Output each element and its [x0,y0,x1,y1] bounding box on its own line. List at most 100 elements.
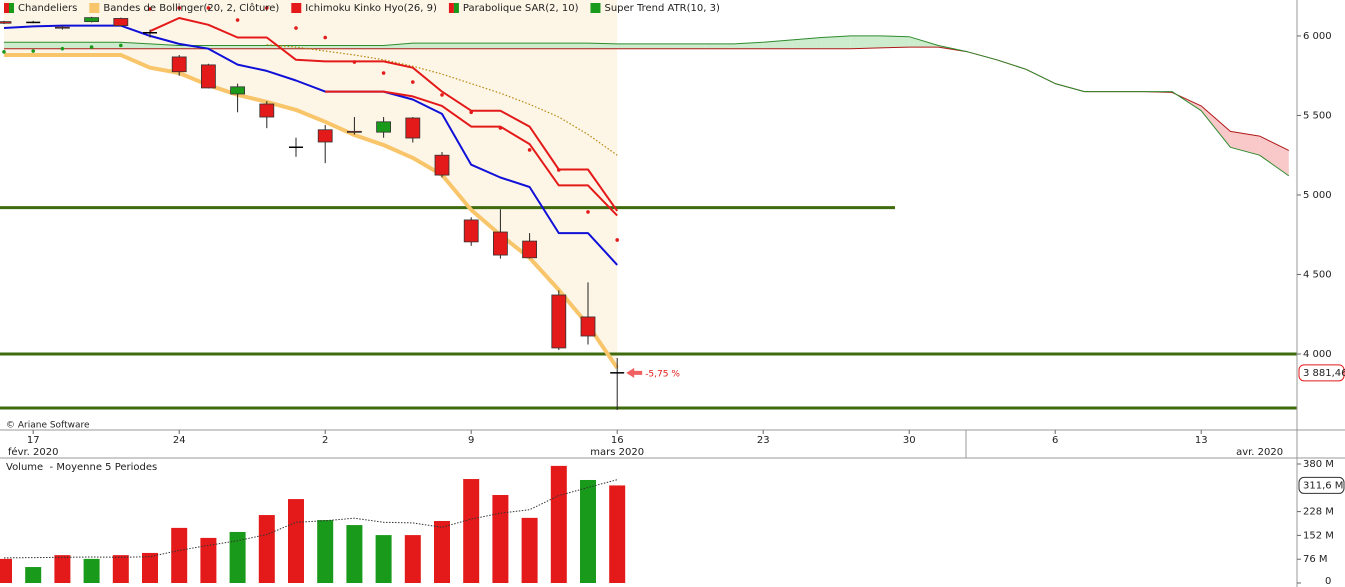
cloud-fill [442,43,472,49]
month-label: mars 2020 [590,447,644,458]
legend-label: Ichimoku Kinko Hyo(26, 9) [305,3,437,14]
indicator-line [149,17,619,212]
indicator-line [3,24,618,266]
volume-bar [492,495,509,583]
cloud-fill [558,43,588,49]
cloud-fill [646,43,676,49]
cloud-fill [821,35,851,49]
annotation-arrow [626,367,643,378]
y-tick-label: 4 000 [1303,349,1332,360]
sar-dot [381,71,386,75]
y-tick-label: 152 M [1303,530,1334,541]
y-tick-label: 6 000 [1303,31,1332,42]
legend-icon [590,3,601,13]
volume-bar [54,555,71,583]
candle-body [376,121,392,133]
candle-body [230,86,246,95]
legend-icon [89,3,100,13]
candle-body [434,154,450,176]
sar-dot [323,35,328,40]
candle-body [463,219,479,243]
sar-dot [411,80,415,84]
cloud-fill [412,43,442,49]
cloud-fill [4,42,34,49]
cloud-fill [792,37,822,49]
cloud-fill [91,42,121,49]
sar-dot [235,18,240,22]
volume-bar [609,485,626,583]
legend-icon [9,3,14,13]
legend-icon [291,3,302,13]
cloud-fill [150,43,180,49]
indicator-line [3,479,618,559]
y-tick-label: 380 M [1303,459,1334,470]
sar-dot [615,238,619,242]
month-label: avr. 2020 [1236,447,1283,458]
cloud-fill [33,42,63,49]
volume-bar [25,567,42,583]
cloud-fill [354,45,384,49]
x-tick-label: 23 [757,435,770,446]
candle-body [317,129,333,143]
volume-panel [0,465,626,583]
volume-bar [434,521,450,583]
volume-bar [83,558,100,583]
legend-label: Bandes de Bollinger(20, 2, Clôture) [103,2,279,14]
y-tick-label: 4 500 [1303,269,1332,280]
indicator-line [4,35,1290,177]
cloud-fill [471,43,501,49]
volume-bar [550,465,567,583]
sar-dot [89,45,94,49]
sar-dot [148,7,152,11]
y-tick-label: 0 [1325,576,1331,587]
cloud-fill [237,45,267,49]
cloud-fill [529,43,559,49]
candle-body [522,240,537,259]
sar-dot [31,49,35,53]
price-panel [0,0,1297,410]
x-tick-label: 2 [322,435,328,446]
cloud-fill [588,43,618,49]
sar-dot [527,148,532,152]
x-tick-label: 24 [173,435,186,446]
volume-bar [288,499,304,583]
legend-icon [448,3,454,13]
candle-body [492,231,508,256]
candle-body [580,316,596,337]
cloud-fill [675,43,705,49]
sar-dot [586,210,590,214]
candle-body [259,103,275,118]
volume-bar [200,537,217,583]
last-price-box [1298,364,1345,382]
y-tick-label: 5 500 [1303,110,1332,121]
y-tick-label: 76 M [1303,554,1328,565]
legend-icon [453,3,459,13]
x-tick-label: 13 [1195,435,1208,446]
indicator-line [266,44,618,156]
volume-bar [258,515,275,583]
copyright: © Ariane Software [6,421,90,431]
candle-body [405,117,421,139]
sar-dot [206,6,211,10]
volume-bar [317,520,334,583]
volume-bar [404,535,421,583]
volume-bar [580,479,596,583]
cloud-fill [208,45,238,49]
cloud-fill [704,43,734,49]
cloud-fill [325,45,355,49]
cloud-fill [880,35,910,48]
cloud-fill [383,43,413,49]
cloud-fill [500,43,530,49]
last-volume-box [1298,476,1345,494]
volume-bar [229,531,246,583]
cloud-fill [62,42,92,49]
candle-body [200,64,216,89]
sar-dot [119,43,123,48]
candle-body [551,294,567,349]
band-fill [4,0,618,368]
last-price-label: 3 881,46 [1303,368,1345,379]
candle-body [0,21,12,24]
candle-body [55,26,70,29]
